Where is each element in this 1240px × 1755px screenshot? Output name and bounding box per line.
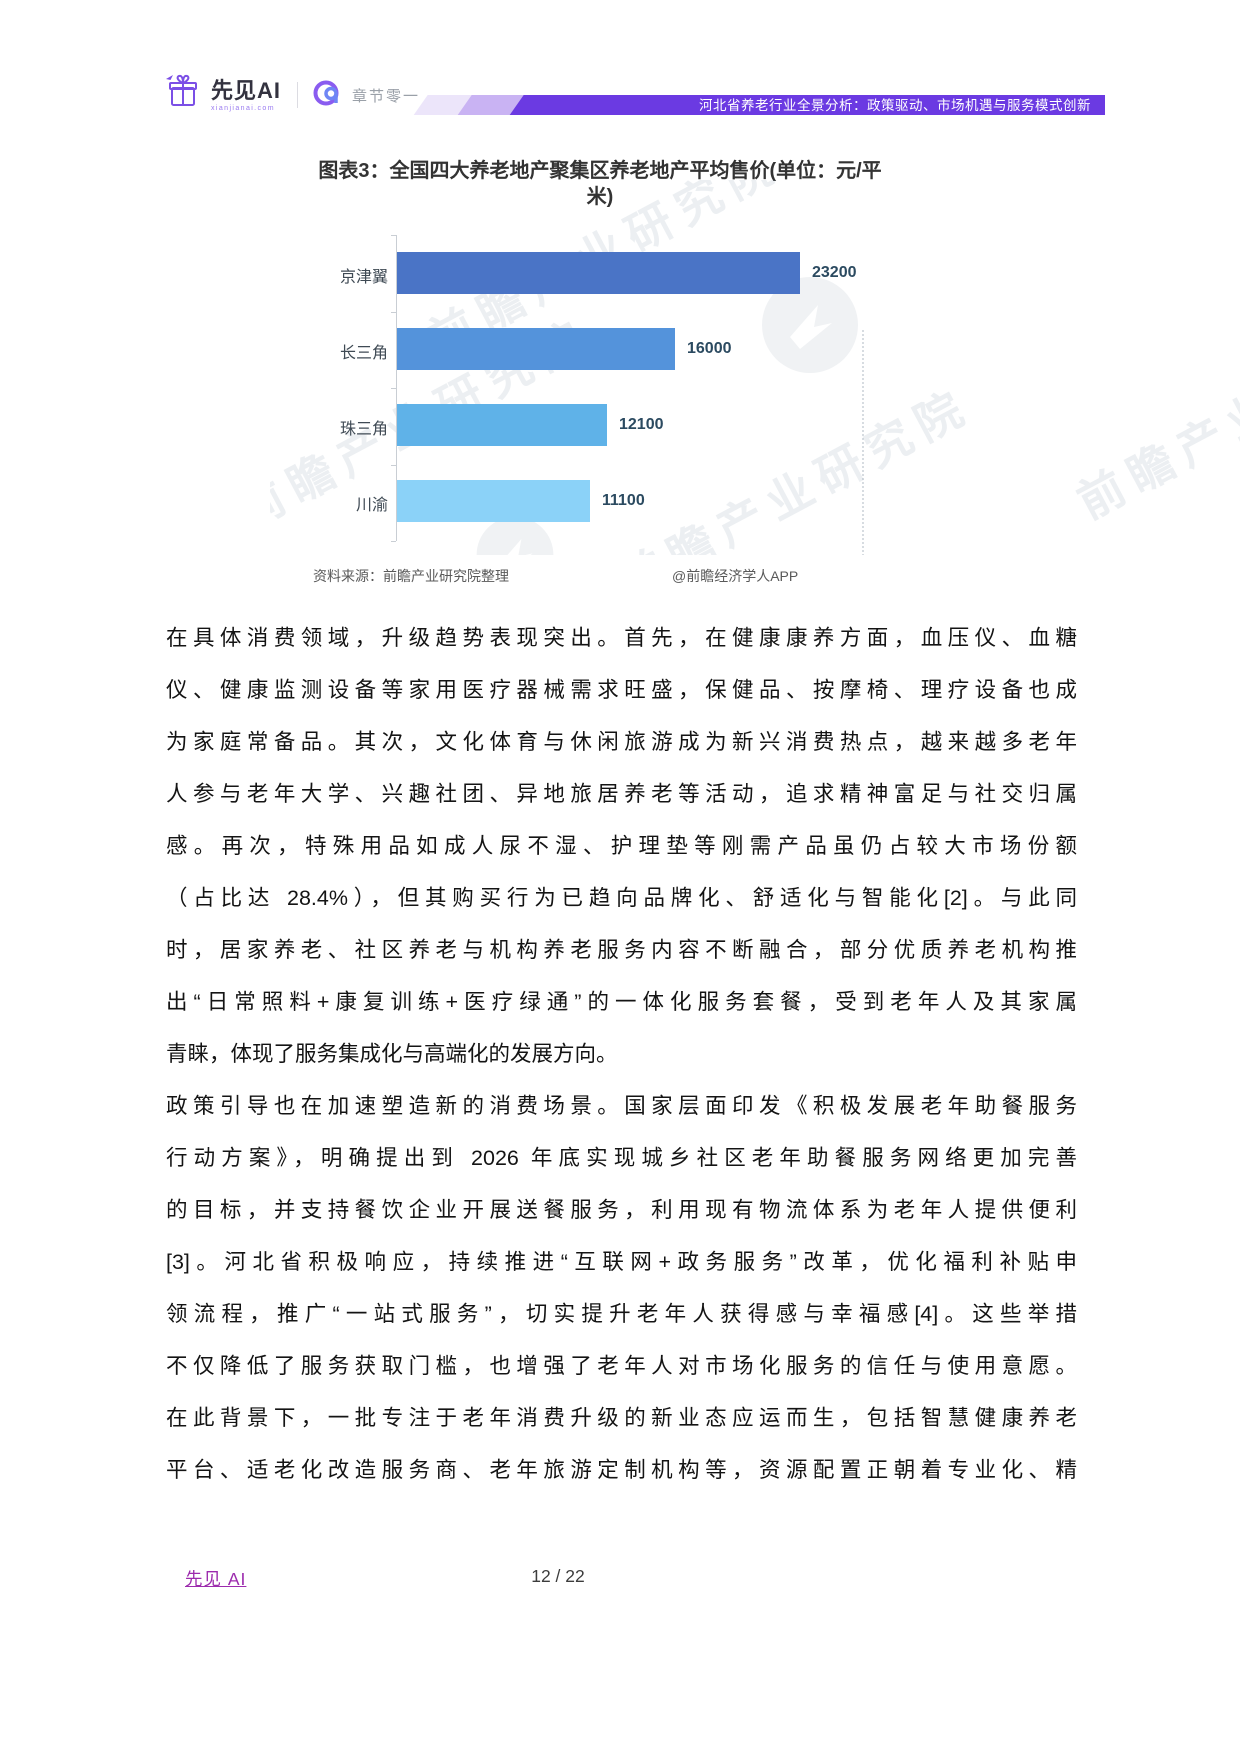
axis-tick xyxy=(391,464,396,466)
figure-title-line2: 米) xyxy=(586,186,614,208)
figure-title: 图表3：全国四大养老地产聚集区养老地产平均售价(单位：元/平 米) xyxy=(122,158,1078,210)
body-text-line: 不仅降低了服务获取门槛，也增强了老年人对市场化服务的信任与使用意愿。 xyxy=(166,1354,1077,1378)
body-text-line: 行动方案》，明确提出到 2026 年底实现城乡社区老年助餐服务网络更加完善 xyxy=(166,1146,1077,1170)
axis-tick xyxy=(391,235,396,236)
axis-tick xyxy=(391,388,396,389)
body-text-line: 时，居家养老、社区养老与机构养老服务内容不断融合，部分优质养老机构推 xyxy=(166,938,1077,962)
header-divider xyxy=(297,82,299,108)
footer-brand-link[interactable]: 先见 AI xyxy=(185,1569,247,1589)
body-text-line: 感。再次，特殊用品如成人尿不湿、护理垫等刚需产品虽仍占较大市场份额 xyxy=(166,834,1077,858)
body-text-line: 为家庭常备品。其次，文化体育与休闲旅游成为新兴消费热点，越来越多老年 xyxy=(166,730,1077,754)
chapter-zero-one-logo-icon xyxy=(312,77,344,114)
body-text-line: 青睐，体现了服务集成化与高端化的发展方向。 xyxy=(166,1042,618,1066)
figure-credit: @前瞻经济学人APP xyxy=(672,568,799,584)
chart-category-label: 川渝 xyxy=(355,497,388,514)
header-brand: 先见AI xianjianai.com 章节零一 xyxy=(163,70,420,120)
body-text-line: 的目标，并支持餐饮企业开展送餐服务，利用现有物流体系为老年人提供便利 xyxy=(166,1198,1077,1222)
page-number: 12 / 22 xyxy=(531,1566,585,1586)
chart-category-label: 长三角 xyxy=(339,345,388,362)
brand-subtext: xianjianai.com xyxy=(211,104,275,112)
figure-source: 资料来源：前瞻产业研究院整理 xyxy=(313,568,509,584)
brand-name: 先见AI xyxy=(211,77,282,103)
banner-title: 河北省养老行业全景分析：政策驱动、市场机遇与服务模式创新 xyxy=(699,98,1091,113)
xianjian-logo-icon xyxy=(163,72,203,119)
bar-chart: 京津翼 23200 长三角 16000 珠三角 12100 川渝 11100 xyxy=(0,230,1240,560)
axis-tick xyxy=(391,311,396,313)
axis-tick xyxy=(391,541,396,542)
partner-name: 章节零一 xyxy=(352,87,421,105)
body-text-line: 在此背景下，一批专注于老年消费升级的新业态应运而生，包括智慧健康养老 xyxy=(166,1406,1077,1430)
body-text-line: （占比达 28.4%），但其购买行为已趋向品牌化、舒适化与智能化[2]。与此同 xyxy=(166,886,1077,910)
body-text-line: 在具体消费领域，升级趋势表现突出。首先，在健康康养方面，血压仪、血糖 xyxy=(166,626,1077,650)
body-text-line: 人参与老年大学、兴趣社团、异地旅居养老等活动，追求精神富足与社交归属 xyxy=(166,782,1077,806)
body-text: 在具体消费领域，升级趋势表现突出。首先，在健康康养方面，血压仪、血糖 仪、健康监测… xyxy=(166,612,1077,1496)
body-text-line: 领流程，推广“一站式服务”，切实提升老年人获得感与幸福感[4]。这些举措 xyxy=(166,1302,1077,1326)
chart-y-axis xyxy=(396,235,397,541)
chart-bar xyxy=(397,404,607,446)
chart-bar xyxy=(397,480,590,522)
body-text-line: 政策引导也在加速塑造新的消费场景。国家层面印发《积极发展老年助餐服务 xyxy=(166,1094,1077,1118)
chart-category-label: 珠三角 xyxy=(339,421,388,438)
body-text-line: [3]。河北省积极响应，持续推进“互联网+政务服务”改革，优化福利补贴申 xyxy=(166,1250,1077,1274)
chart-value-label: 23200 xyxy=(812,264,857,281)
chart-category-label: 京津翼 xyxy=(339,269,388,286)
chart-bar xyxy=(397,328,675,370)
figure-title-line1: 图表3：全国四大养老地产聚集区养老地产平均售价(单位：元/平 xyxy=(318,160,882,182)
report-title-banner: 河北省养老行业全景分析：政策驱动、市场机遇与服务模式创新 xyxy=(0,95,1105,115)
chart-bar xyxy=(397,252,800,294)
body-text-line: 仪、健康监测设备等家用医疗器械需求旺盛，保健品、按摩椅、理疗设备也成 xyxy=(166,678,1077,702)
body-text-line: 平台、适老化改造服务商、老年旅游定制机构等，资源配置正朝着专业化、精 xyxy=(166,1458,1077,1482)
body-text-line: 出“日常照料+康复训练+医疗绿通”的一体化服务套餐，受到老年人及其家属 xyxy=(166,990,1077,1014)
chart-value-label: 11100 xyxy=(602,492,645,509)
chart-value-label: 16000 xyxy=(687,340,732,357)
chart-value-label: 12100 xyxy=(619,416,664,433)
